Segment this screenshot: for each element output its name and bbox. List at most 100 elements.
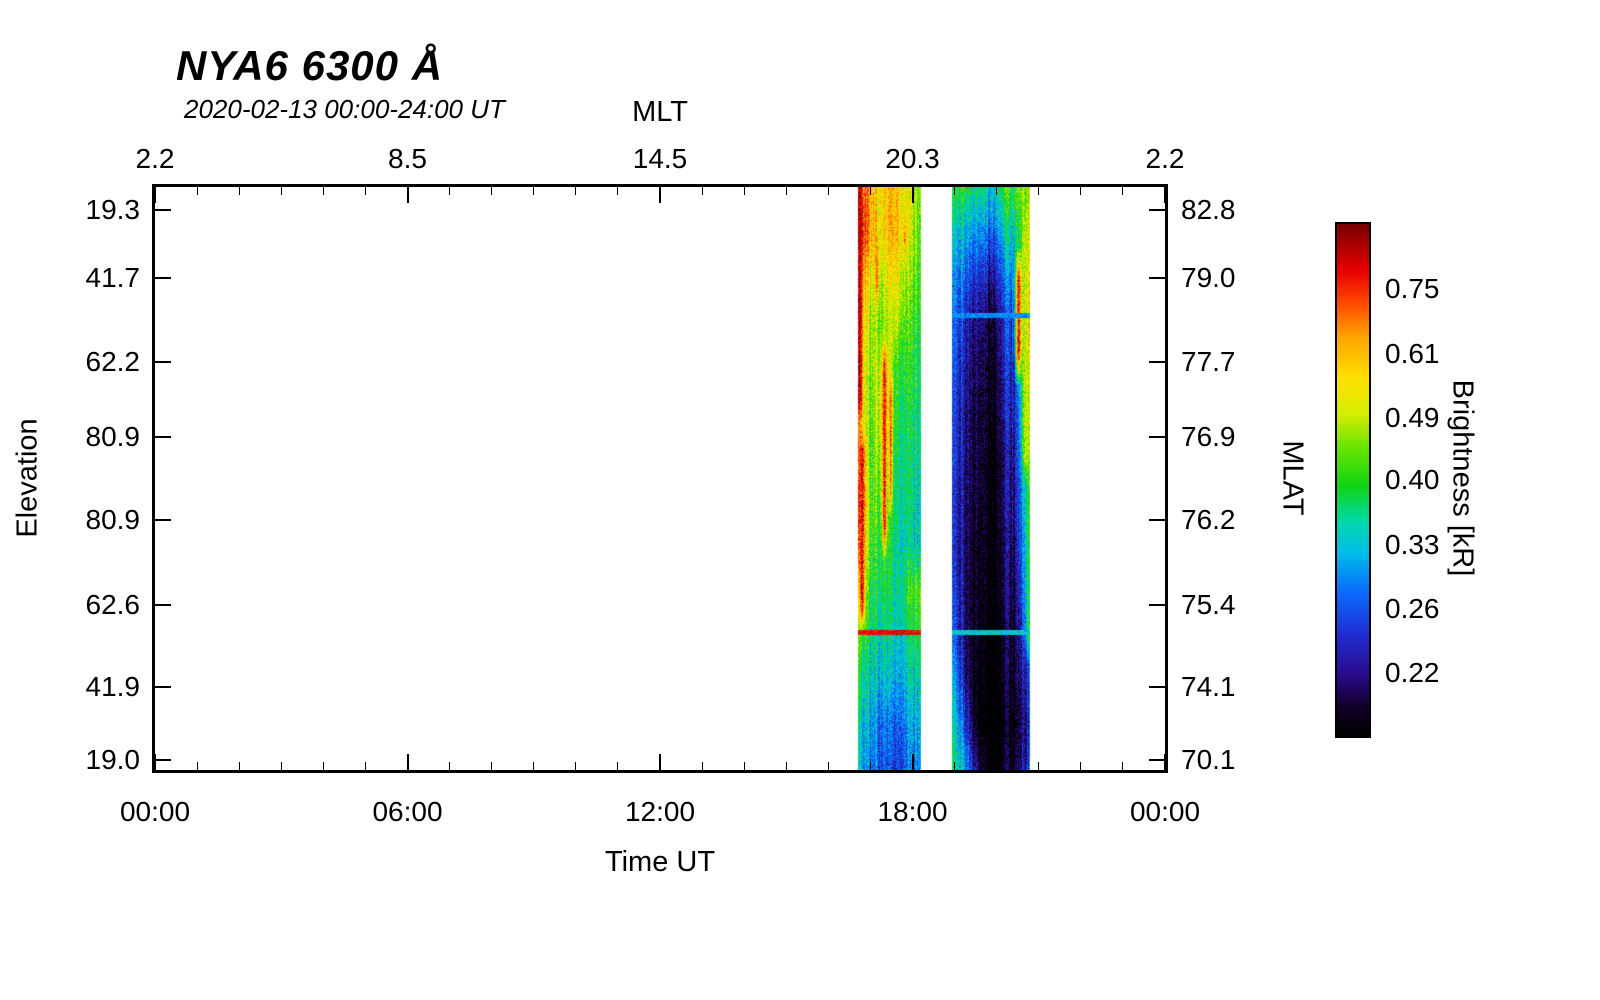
elevation-axis-major-tick [155, 604, 171, 606]
mlt-axis-minor-tick [1122, 187, 1124, 195]
plot-title: NYA6 6300 Å [176, 42, 444, 89]
elevation-axis-major-tick [155, 686, 171, 689]
colorbar-tick-label: 0.33 [1385, 529, 1440, 561]
mlt-axis-minor-tick [280, 187, 282, 195]
mlt-axis-minor-tick [827, 187, 829, 195]
elevation-axis-tick-label: 41.9 [85, 671, 141, 703]
elevation-axis-tick-label: 62.6 [85, 589, 141, 620]
plot-area [152, 184, 1168, 773]
mlat-axis-tick-label: 79.0 [1181, 261, 1236, 293]
colorbar-tick-label: 0.61 [1385, 338, 1440, 370]
colorbar-gradient [1337, 224, 1369, 736]
elevation-axis-tick-label: 80.9 [85, 503, 141, 535]
x-axis-minor-tick [996, 762, 998, 770]
x-axis-minor-tick [280, 762, 282, 770]
mlat-axis-major-tick [1149, 604, 1165, 606]
mlat-axis-tick-label: 77.7 [1181, 345, 1236, 377]
right-axis-label: MLAT [1276, 440, 1309, 516]
mlt-axis-minor-tick [617, 187, 619, 195]
mlt-axis-major-tick [1164, 187, 1166, 203]
mlt-axis-tick-label: 20.3 [885, 143, 940, 174]
x-axis-tick-label: 12:00 [624, 796, 696, 827]
mlt-axis-tick-label: 2.2 [1145, 143, 1185, 174]
colorbar-tick-label: 0.22 [1385, 656, 1440, 688]
colorbar-tick-label: 0.49 [1385, 402, 1440, 434]
mlt-axis-minor-tick [196, 187, 198, 195]
x-axis-minor-tick [869, 762, 871, 770]
mlt-axis-minor-tick [364, 187, 366, 195]
elevation-axis-major-tick [155, 209, 171, 212]
x-axis-minor-tick [1038, 762, 1040, 770]
mlt-axis-minor-tick [575, 187, 577, 195]
mlat-axis-major-tick [1149, 436, 1165, 439]
mlt-axis-minor-tick [1038, 187, 1040, 195]
mlt-axis-minor-tick [238, 187, 240, 195]
elevation-axis-tick-label: 19.3 [85, 194, 141, 226]
x-axis-major-tick [1164, 754, 1166, 770]
mlt-axis-major-tick [659, 187, 661, 203]
x-axis-tick-label: 00:00 [119, 796, 191, 827]
x-axis-minor-tick [533, 762, 535, 770]
x-axis-minor-tick [364, 762, 366, 770]
x-axis-minor-tick [785, 762, 787, 770]
mlat-axis-tick-label: 75.4 [1181, 589, 1236, 620]
x-axis-minor-tick [449, 762, 451, 770]
mlat-axis-tick-label: 70.1 [1181, 744, 1236, 776]
mlat-axis-major-tick [1149, 759, 1165, 762]
x-axis-minor-tick [743, 762, 745, 770]
x-axis-tick-label: 00:00 [1129, 796, 1201, 827]
elevation-axis-tick-label: 41.7 [85, 261, 141, 293]
x-axis-minor-tick [238, 762, 240, 770]
mlt-axis-minor-tick [701, 187, 703, 195]
elevation-axis-tick-label: 62.2 [85, 345, 141, 377]
mlt-axis-minor-tick [785, 187, 787, 195]
x-axis-tick-label: 18:00 [877, 796, 948, 827]
mlt-axis-minor-tick [491, 187, 493, 195]
left-axis-label: Elevation [11, 418, 44, 538]
mlt-axis-major-tick [911, 187, 914, 203]
mlat-axis-major-tick [1149, 209, 1165, 212]
colorbar-tick-label: 0.75 [1385, 273, 1440, 305]
elevation-axis-major-tick [155, 276, 171, 279]
mlt-axis-minor-tick [533, 187, 535, 195]
elevation-axis-tick-label: 80.9 [85, 421, 141, 453]
mlat-axis-major-tick [1149, 360, 1165, 363]
mlt-axis-minor-tick [1080, 187, 1082, 195]
x-axis-minor-tick [827, 762, 829, 770]
mlat-axis-tick-label: 82.8 [1181, 194, 1236, 226]
mlat-axis-tick-label: 76.2 [1181, 503, 1236, 535]
x-axis-minor-tick [1080, 762, 1082, 770]
mlt-axis-minor-tick [322, 187, 324, 195]
x-axis-minor-tick [954, 762, 956, 770]
mlt-axis-minor-tick [996, 187, 998, 195]
colorbar [1335, 222, 1371, 738]
mlat-axis-major-tick [1149, 518, 1165, 521]
x-axis-minor-tick [322, 762, 324, 770]
mlt-axis-minor-tick [743, 187, 745, 195]
elevation-axis-tick-label: 19.0 [85, 744, 141, 776]
mlt-axis-minor-tick [954, 187, 956, 195]
x-axis-tick-label: 06:00 [372, 796, 443, 827]
x-axis-major-tick [406, 754, 409, 770]
mlt-axis-minor-tick [869, 187, 871, 195]
x-axis-minor-tick [617, 762, 619, 770]
mlt-axis-major-tick [154, 187, 156, 203]
elevation-axis-major-tick [155, 759, 171, 762]
x-axis-minor-tick [701, 762, 703, 770]
x-axis-minor-tick [491, 762, 493, 770]
colorbar-label: Brightness [kR] [1446, 379, 1479, 577]
x-axis-major-tick [911, 754, 914, 770]
x-axis-minor-tick [1122, 762, 1124, 770]
bottom-axis-label: Time UT [604, 846, 716, 878]
heatmap-canvas [155, 187, 1165, 770]
mlat-axis-tick-label: 74.1 [1181, 671, 1236, 703]
x-axis-minor-tick [196, 762, 198, 770]
mlat-axis-major-tick [1149, 686, 1165, 689]
mlt-axis-tick-label: 14.5 [632, 143, 688, 174]
x-axis-major-tick [154, 754, 156, 770]
colorbar-tick-label: 0.26 [1385, 593, 1440, 624]
colorbar-tick-label: 0.40 [1385, 464, 1440, 495]
mlat-axis-tick-label: 76.9 [1181, 421, 1236, 453]
elevation-axis-major-tick [155, 518, 171, 521]
mlt-axis-major-tick [406, 187, 409, 203]
